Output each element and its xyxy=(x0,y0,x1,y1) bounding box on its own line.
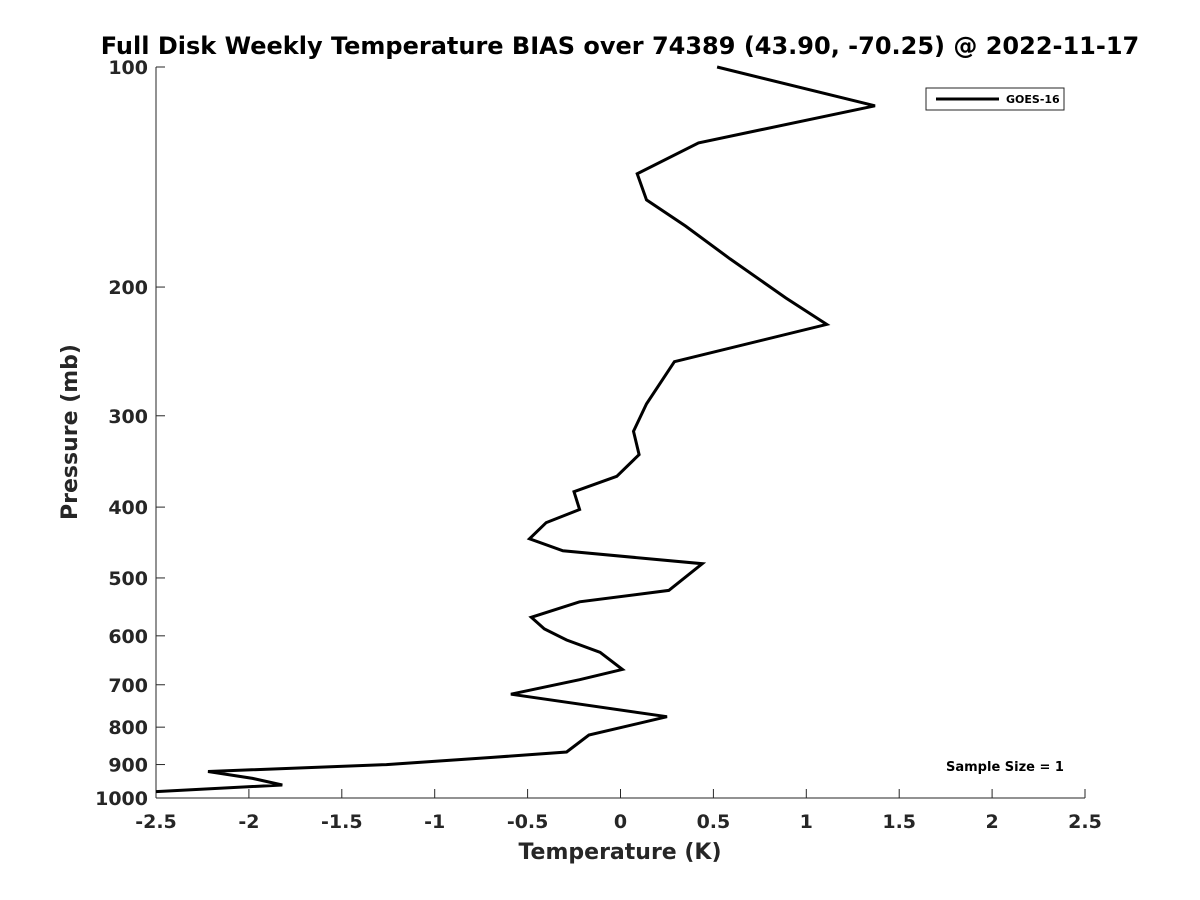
y-tick-label: 900 xyxy=(108,755,148,777)
y-tick-label: 200 xyxy=(108,277,148,299)
series-line-goes-16 xyxy=(155,65,876,794)
x-tick-label: 0.5 xyxy=(697,811,731,833)
y-tick-label: 1000 xyxy=(95,788,148,810)
x-tick-label: 1 xyxy=(800,811,813,833)
x-tick-label: 2.5 xyxy=(1068,811,1102,833)
chart-title: Full Disk Weekly Temperature BIAS over 7… xyxy=(101,32,1140,60)
y-axis-label: Pressure (mb) xyxy=(58,344,83,520)
x-tick-label: -1 xyxy=(424,811,445,833)
y-tick-label: 500 xyxy=(108,568,148,590)
y-tick-label: 100 xyxy=(108,57,148,79)
legend: GOES-16 xyxy=(925,87,1065,111)
x-tick-label: -1.5 xyxy=(321,811,363,833)
x-axis-label: Temperature (K) xyxy=(518,840,721,865)
y-tick-label: 300 xyxy=(108,406,148,428)
y-tick-label: 600 xyxy=(108,626,148,648)
x-tick-label: -0.5 xyxy=(507,811,549,833)
x-tick-label: -2.5 xyxy=(135,811,177,833)
y-tick-label: 400 xyxy=(108,497,148,519)
x-tick-label: 2 xyxy=(985,811,998,833)
x-tick-label: -2 xyxy=(238,811,259,833)
y-axis-ticks: 100 200 300 400 500 600 700 800 900 1000 xyxy=(95,57,165,810)
x-axis-ticks: -2.5 -2 -1.5 -1 -0.5 0 0.5 1 1.5 2 2.5 xyxy=(135,789,1102,833)
y-tick-label: 800 xyxy=(108,717,148,739)
sample-size-annotation: Sample Size = 1 xyxy=(946,760,1064,775)
x-tick-label: 0 xyxy=(614,811,627,833)
y-tick-label: 700 xyxy=(108,675,148,697)
x-tick-label: 1.5 xyxy=(882,811,916,833)
legend-label: GOES-16 xyxy=(1006,93,1060,106)
